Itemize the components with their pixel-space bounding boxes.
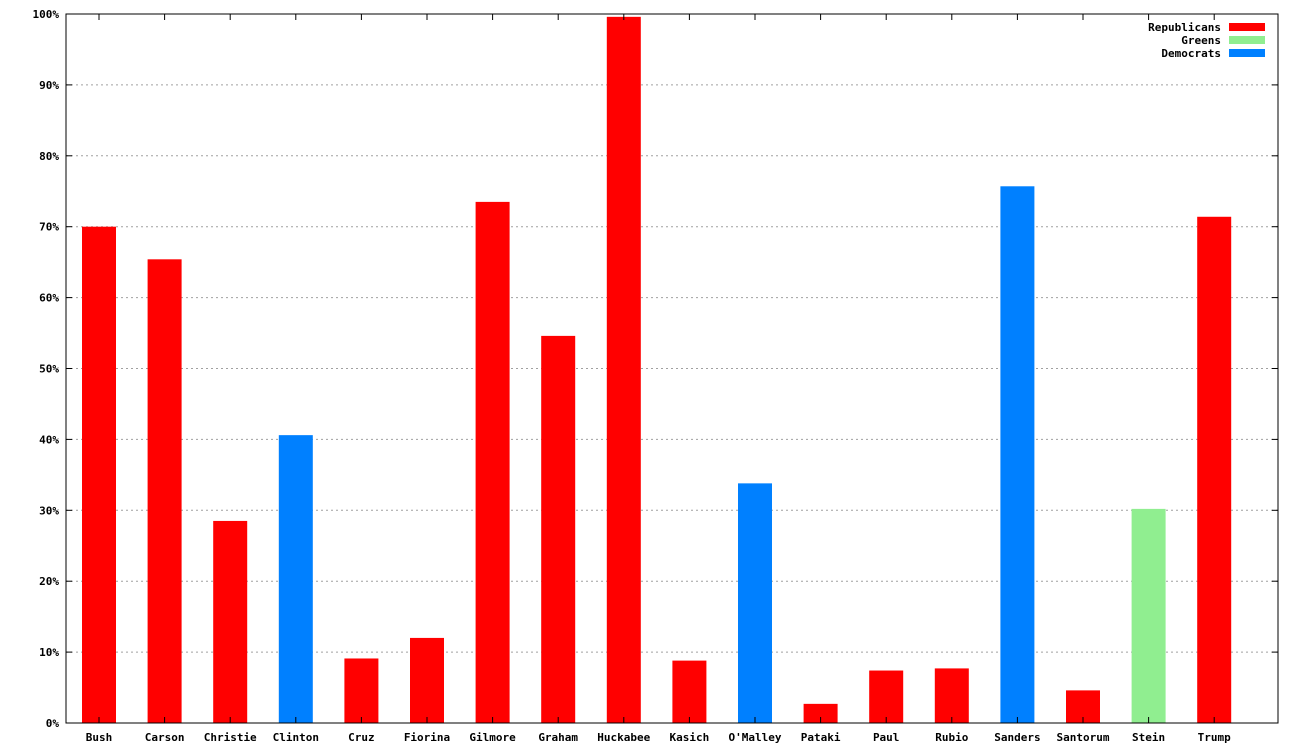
x-tick-label: Santorum (1057, 731, 1110, 744)
bar-cruz (344, 658, 379, 723)
x-tick-label: Christie (204, 731, 257, 744)
legend-label: Republicans (1148, 21, 1221, 34)
legend-label: Democrats (1161, 47, 1221, 60)
legend-swatch (1229, 36, 1265, 44)
bar-christie (213, 520, 248, 723)
y-tick-label: 30% (39, 504, 59, 517)
x-tick-label: Sanders (994, 731, 1040, 744)
y-tick-label: 100% (33, 8, 60, 21)
bar-stein (1131, 508, 1166, 723)
bar-fiorina (410, 637, 444, 723)
x-tick-label: Stein (1132, 731, 1165, 744)
y-tick-label: 90% (39, 79, 59, 92)
y-tick-label: 10% (39, 646, 59, 659)
x-tick-label: Fiorina (404, 731, 450, 744)
x-axis: Bush Carson Christie Clinton Cruz Fiorina Gilm… (86, 14, 1231, 744)
x-tick-label: Pataki (801, 731, 841, 744)
bar-graham (541, 335, 576, 723)
bar-sanders (1000, 186, 1035, 724)
x-tick-label: Bush (86, 731, 113, 744)
bar-huckabee (606, 16, 641, 724)
y-tick-label: 0% (46, 717, 60, 730)
x-tick-label: Trump (1198, 731, 1231, 744)
x-tick-label: Rubio (935, 731, 968, 744)
x-tick-label: Cruz (348, 731, 375, 744)
bar-rubio (934, 668, 969, 723)
x-tick-label: Graham (538, 731, 578, 744)
bar-trump (1197, 216, 1232, 724)
y-tick-label: 70% (39, 221, 59, 234)
y-tick-label: 20% (39, 575, 59, 588)
legend-swatch (1229, 23, 1265, 31)
bar-pataki (803, 703, 838, 723)
y-axis: 0% 10% 20% 30% 40% 50% 60% 70% 80% 90% 100% (33, 8, 1278, 730)
x-tick-label: Carson (145, 731, 185, 744)
x-tick-label: O'Malley (729, 731, 782, 744)
legend-swatch (1229, 49, 1265, 57)
bar-kasich (672, 660, 707, 723)
y-tick-label: 50% (39, 363, 59, 376)
x-tick-label: Paul (873, 731, 900, 744)
y-tick-label: 60% (39, 292, 59, 305)
x-tick-label: Gilmore (469, 731, 516, 744)
bar-carson (147, 259, 182, 723)
x-tick-label: Huckabee (597, 731, 650, 744)
bar-paul (869, 670, 904, 723)
bar-bush (82, 226, 116, 723)
gridlines (66, 84, 1278, 653)
legend-label: Greens (1181, 34, 1221, 47)
y-tick-label: 40% (39, 433, 59, 446)
bars (82, 16, 1232, 724)
bar-clinton (278, 435, 313, 723)
x-tick-label: Clinton (273, 731, 319, 744)
bar-omalley (738, 483, 772, 723)
x-tick-label: Kasich (670, 731, 710, 744)
y-tick-label: 80% (39, 150, 59, 163)
bar-gilmore (475, 201, 510, 723)
